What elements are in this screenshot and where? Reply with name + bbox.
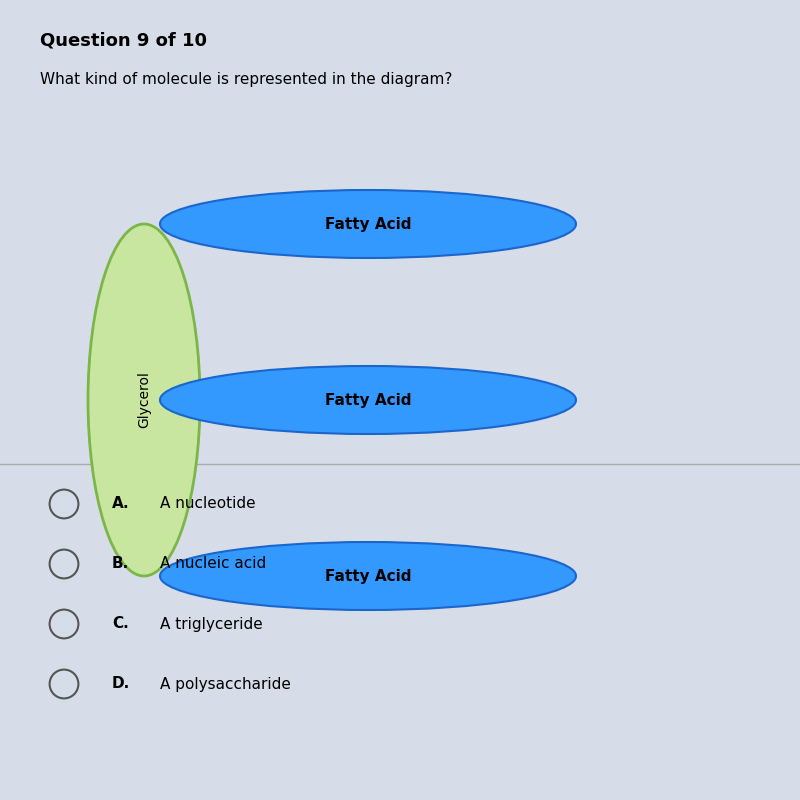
- Text: C.: C.: [112, 617, 129, 631]
- Text: A.: A.: [112, 497, 130, 511]
- Text: Glycerol: Glycerol: [137, 371, 151, 429]
- Text: Fatty Acid: Fatty Acid: [325, 569, 411, 583]
- Text: A polysaccharide: A polysaccharide: [160, 677, 291, 691]
- Text: Question 9 of 10: Question 9 of 10: [40, 32, 207, 50]
- Ellipse shape: [160, 366, 576, 434]
- Text: B.: B.: [112, 557, 130, 571]
- Text: A nucleic acid: A nucleic acid: [160, 557, 266, 571]
- Ellipse shape: [88, 224, 200, 576]
- Text: Fatty Acid: Fatty Acid: [325, 393, 411, 407]
- Text: A triglyceride: A triglyceride: [160, 617, 262, 631]
- Text: D.: D.: [112, 677, 130, 691]
- Ellipse shape: [160, 542, 576, 610]
- Text: Fatty Acid: Fatty Acid: [325, 217, 411, 231]
- Text: A nucleotide: A nucleotide: [160, 497, 256, 511]
- Ellipse shape: [160, 190, 576, 258]
- Text: What kind of molecule is represented in the diagram?: What kind of molecule is represented in …: [40, 72, 452, 87]
